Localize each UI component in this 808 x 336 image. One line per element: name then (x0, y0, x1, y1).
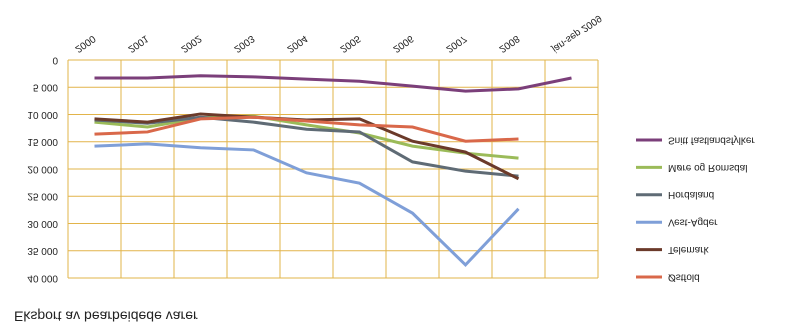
legend-label: Telemark (668, 244, 710, 255)
x-tick-label: 2002 (179, 32, 204, 54)
series-line (94, 74, 572, 93)
x-tick-label: 2007 (444, 32, 469, 54)
legend-label: Møre og Romsdal (668, 162, 747, 173)
chart-body: Eksport av bearbeidede varer 0 5 000 10 00… (14, 12, 755, 324)
series-line (94, 142, 520, 268)
y-tick-label: 0 (52, 54, 58, 65)
y-tick-label: 25 000 (27, 191, 58, 202)
legend-label: Vest-Agder (668, 217, 718, 228)
x-tick-label: 2006 (391, 32, 416, 54)
x-tick-label: jan-sep 2009 (549, 12, 604, 55)
y-tick-label: 15 000 (27, 136, 58, 147)
series-line (94, 114, 519, 160)
y-tick-label: 35 000 (27, 245, 58, 256)
x-tick-label: 2001 (126, 32, 151, 54)
x-tick-label: 2005 (338, 32, 363, 54)
x-tick-label: 2004 (285, 32, 310, 54)
legend-label: Hordaland (668, 189, 714, 200)
y-tick-label: 20 000 (27, 163, 58, 174)
chart-title: Eksport av bearbeidede varer (14, 308, 198, 324)
series-line (94, 115, 519, 143)
y-tick-label: 10 000 (27, 109, 58, 120)
x-tick-label: 2008 (497, 32, 522, 54)
x-tick-label: 2003 (232, 32, 257, 54)
y-tick-label: 30 000 (27, 218, 58, 229)
legend-label: Snitt fastlandsfylker (668, 134, 755, 145)
y-tick-label: 5 000 (33, 82, 58, 93)
x-tick-label: 2000 (73, 32, 98, 54)
y-tick-label: 40 000 (27, 272, 58, 283)
series-line (94, 115, 519, 178)
legend-label: Østfold (668, 271, 700, 282)
